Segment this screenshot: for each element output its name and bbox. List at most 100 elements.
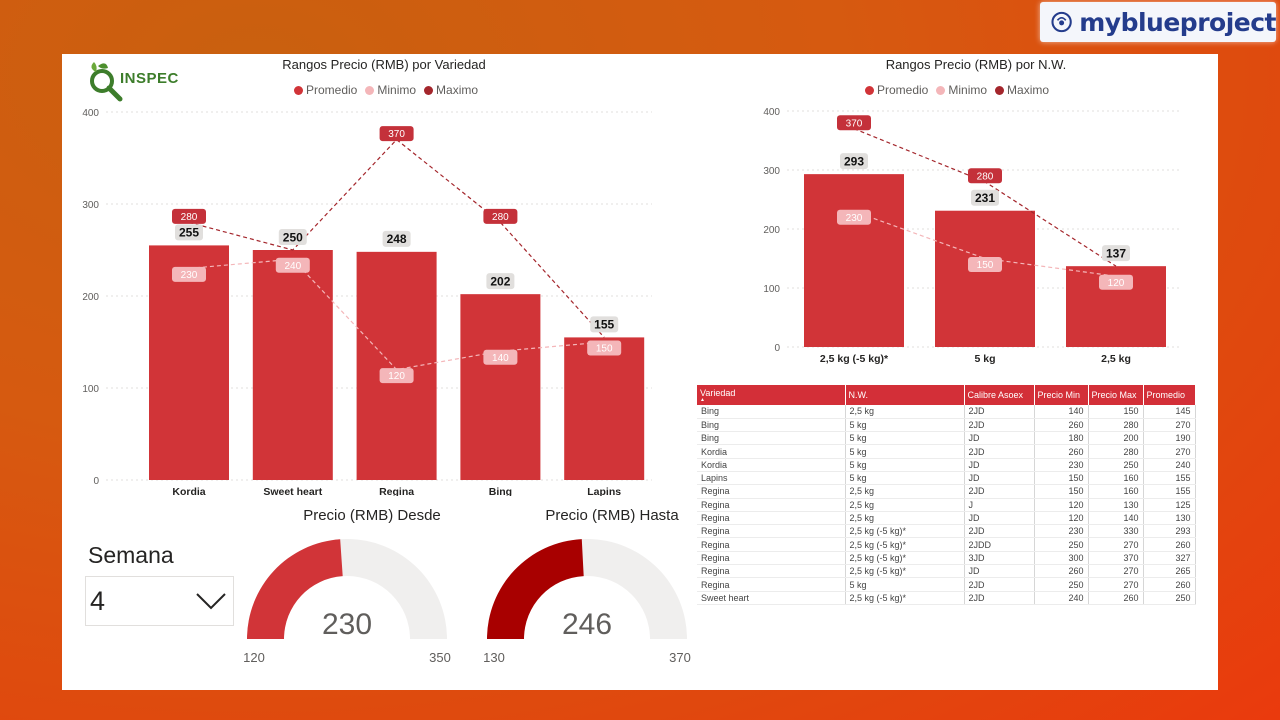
week-slicer-dropdown[interactable]: 4 (85, 576, 234, 626)
sort-ascending-icon[interactable]: ▲ (700, 396, 705, 403)
table-row[interactable]: Sweet heart 2,5 kg (-5 kg)* 2JD 240 260 250 (697, 591, 1196, 605)
table-cell: 2JD (964, 405, 1035, 419)
maximo-data-label-text: 280 (181, 212, 198, 223)
legend-label: Maximo (1007, 83, 1050, 97)
table-cell: 2JD (964, 577, 1035, 592)
table-cell: 3JD (964, 551, 1035, 566)
bar-kordia (149, 245, 229, 480)
table-header-calibre-asoex[interactable]: Calibre Asoex (964, 385, 1035, 405)
legend-label: Promedio (306, 83, 358, 97)
table-cell: 2JD (964, 591, 1035, 605)
promedio-data-label-text: 231 (975, 191, 995, 205)
variety-chart-legend: Promedio Minimo Maximo (294, 83, 478, 97)
table-row[interactable]: Regina 2,5 kg (-5 kg)* 2JD 230 330 293 (697, 524, 1196, 539)
table-cell: Lapins (697, 471, 846, 486)
table-row[interactable]: Bing 5 kg 2JD 260 280 270 (697, 418, 1196, 433)
table-row[interactable]: Kordia 5 kg 2JD 260 280 270 (697, 444, 1196, 459)
nw-price-chart[interactable]: 0 100 200 300 400 2,5 kg (-5 kg)* 5 kg 2,5 kg 29… (682, 100, 1202, 370)
table-row[interactable]: Regina 5 kg 2JD 250 270 260 (697, 577, 1196, 592)
table-cell: Bing (697, 405, 846, 419)
table-cell: Regina (697, 577, 846, 592)
promedio-data-label-bg (278, 229, 307, 245)
legend-dot-promedio (865, 85, 874, 95)
table-row[interactable]: Regina 2,5 kg 2JD 150 160 155 (697, 484, 1196, 499)
table-row[interactable]: Bing 2,5 kg 2JD 140 150 145 (697, 405, 1196, 419)
table-row[interactable]: Regina 2,5 kg (-5 kg)* 2JDD 250 270 260 (697, 537, 1196, 552)
table-cell: 2,5 kg (845, 498, 965, 512)
table-header-precio-min[interactable]: Precio Min (1034, 385, 1089, 405)
table-row[interactable]: Lapins 5 kg JD 150 160 155 (697, 471, 1196, 486)
y-tick-label: 300 (82, 200, 99, 211)
table-cell: 2JD (964, 444, 1035, 459)
table-cell: 270 (1143, 444, 1196, 459)
promedio-data-label: 248 (382, 230, 411, 247)
table-row[interactable]: Regina 2,5 kg (-5 kg)* JD 260 270 265 (697, 564, 1196, 579)
maximo-data-label: 370 (837, 115, 871, 131)
table-cell: 260 (1143, 537, 1196, 552)
table-cell: 2JD (964, 524, 1035, 539)
minimo-data-label: 230 (172, 266, 206, 282)
legend-minimo[interactable]: Minimo (936, 83, 987, 97)
table-cell: 2,5 kg (845, 511, 965, 526)
table-header-variedad[interactable]: Variedad ▲ (697, 385, 846, 405)
gauge-to[interactable]: 246 130 370 (482, 534, 712, 684)
legend-dot-promedio (294, 85, 303, 95)
minimo-data-label: 120 (379, 368, 414, 384)
legend-promedio[interactable]: Promedio (294, 83, 357, 97)
promedio-data-label-text: 155 (594, 318, 614, 332)
table-cell: 330 (1088, 524, 1144, 539)
legend-dot-minimo (936, 85, 946, 95)
promedio-data-label: 202 (486, 273, 515, 290)
nw-chart-legend: Promedio Minimo Maximo (865, 83, 1049, 97)
minimo-data-label-text: 120 (388, 371, 405, 382)
legend-maximo[interactable]: Maximo (424, 83, 478, 97)
chevron-down-icon[interactable] (195, 591, 227, 611)
table-row[interactable]: Bing 5 kg JD 180 200 190 (697, 431, 1196, 446)
table-header-promedio[interactable]: Promedio (1143, 385, 1196, 405)
table-cell: 240 (1034, 591, 1089, 605)
table-header-n-w-[interactable]: N.W. (845, 385, 965, 405)
minimo-data-label: 150 (587, 340, 622, 356)
minimo-line (853, 210, 1117, 277)
table-header-precio-max[interactable]: Precio Max (1088, 385, 1144, 405)
legend-dot-minimo (365, 85, 375, 95)
y-tick-label: 200 (763, 225, 780, 236)
table-cell: Kordia (697, 458, 846, 472)
table-row[interactable]: Regina 2,5 kg JD 120 140 130 (697, 511, 1196, 526)
table-header-label: N.W. (848, 390, 869, 400)
table-cell: 2,5 kg (-5 kg)* (845, 564, 965, 579)
legend-dot-maximo (995, 85, 1005, 95)
gauge-from[interactable]: 230 120 350 (242, 534, 472, 684)
promedio-data-label: 155 (590, 316, 619, 333)
table-cell: 250 (1034, 577, 1089, 592)
table-row[interactable]: Regina 2,5 kg J 120 130 125 (697, 498, 1196, 512)
table-cell: 2,5 kg (845, 405, 965, 419)
promedio-data-label-bg (590, 316, 619, 333)
bar-bing (460, 294, 541, 480)
variety-price-chart[interactable]: 0 100 200 300 400 Kordia Sweet heart Regina Bing… (62, 106, 662, 496)
table-cell: J (964, 498, 1035, 512)
x-tick-label: 5 kg (974, 353, 995, 365)
gauge-min-label: 130 (483, 650, 505, 665)
table-cell: 180 (1034, 431, 1089, 446)
legend-promedio[interactable]: Promedio (865, 83, 928, 97)
price-table[interactable]: Variedad ▲ N.W. Calibre Asoex Precio Min Prec… (697, 385, 1196, 605)
minimo-data-label-text: 120 (1108, 278, 1125, 289)
table-row[interactable]: Kordia 5 kg JD 230 250 240 (697, 458, 1196, 472)
maximo-data-label: 280 (172, 208, 206, 224)
bar-2-5-kg---5-kg-- (804, 174, 904, 347)
legend-maximo[interactable]: Maximo (995, 83, 1049, 97)
minimo-data-label-text: 150 (596, 344, 613, 355)
maximo-data-label-bg (837, 115, 871, 131)
brand-logo-icon (1051, 11, 1072, 33)
table-cell: 2JDD (964, 537, 1035, 552)
table-cell: 130 (1143, 511, 1196, 526)
minimo-data-label: 150 (968, 257, 1002, 272)
inspec-logo: INSPEC (84, 58, 184, 102)
legend-minimo[interactable]: Minimo (365, 83, 416, 97)
table-cell: 293 (1143, 524, 1196, 539)
table-cell: JD (964, 431, 1035, 446)
table-row[interactable]: Regina 2,5 kg (-5 kg)* 3JD 300 370 327 (697, 551, 1196, 566)
minimo-data-label-bg (275, 257, 310, 273)
table-cell: 160 (1088, 484, 1144, 499)
